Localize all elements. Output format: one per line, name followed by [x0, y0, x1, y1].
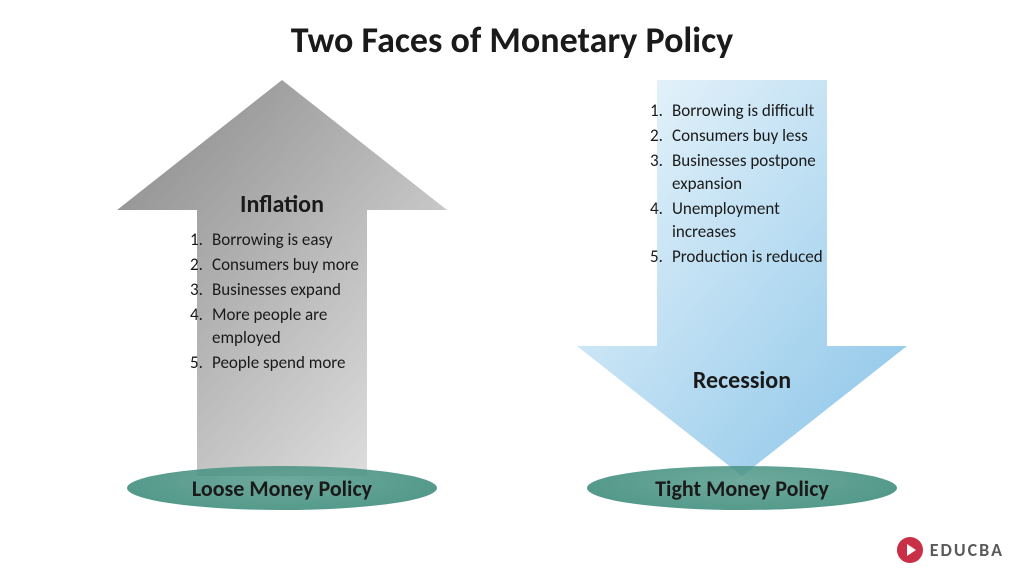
list-item: 1.Borrowing is easy [190, 229, 382, 252]
list-item: 4.Unemployment increases [650, 198, 842, 244]
right-content: 1.Borrowing is difficult 2.Consumers buy… [642, 100, 842, 271]
list-item: 3.Businesses expand [190, 279, 382, 302]
logo-text: EDUCBA [930, 539, 1004, 561]
tight-policy-pill: Tight Money Policy [587, 466, 897, 510]
inflation-heading: Inflation [182, 190, 382, 219]
recession-heading: Recession [693, 366, 791, 395]
play-icon [896, 536, 924, 564]
list-item: 2.Consumers buy less [650, 125, 842, 148]
list-item: 3.Businesses postpone expansion [650, 150, 842, 196]
loose-policy-pill: Loose Money Policy [127, 466, 437, 510]
list-item: 1.Borrowing is difficult [650, 100, 842, 123]
educba-logo: EDUCBA [896, 536, 1004, 564]
list-item: 4.More people are employed [190, 304, 382, 350]
tight-policy-block: 1.Borrowing is difficult 2.Consumers buy… [562, 80, 922, 510]
right-item-list: 1.Borrowing is difficult 2.Consumers buy… [642, 100, 842, 269]
page-title: Two Faces of Monetary Policy [0, 0, 1024, 62]
left-item-list: 1.Borrowing is easy 2.Consumers buy more… [182, 229, 382, 375]
left-content: Inflation 1.Borrowing is easy 2.Consumer… [182, 190, 382, 377]
list-item: 5.Production is reduced [650, 246, 842, 269]
loose-policy-block: Inflation 1.Borrowing is easy 2.Consumer… [102, 80, 462, 510]
list-item: 5.People spend more [190, 352, 382, 375]
diagram-container: Inflation 1.Borrowing is easy 2.Consumer… [0, 80, 1024, 510]
list-item: 2.Consumers buy more [190, 254, 382, 277]
